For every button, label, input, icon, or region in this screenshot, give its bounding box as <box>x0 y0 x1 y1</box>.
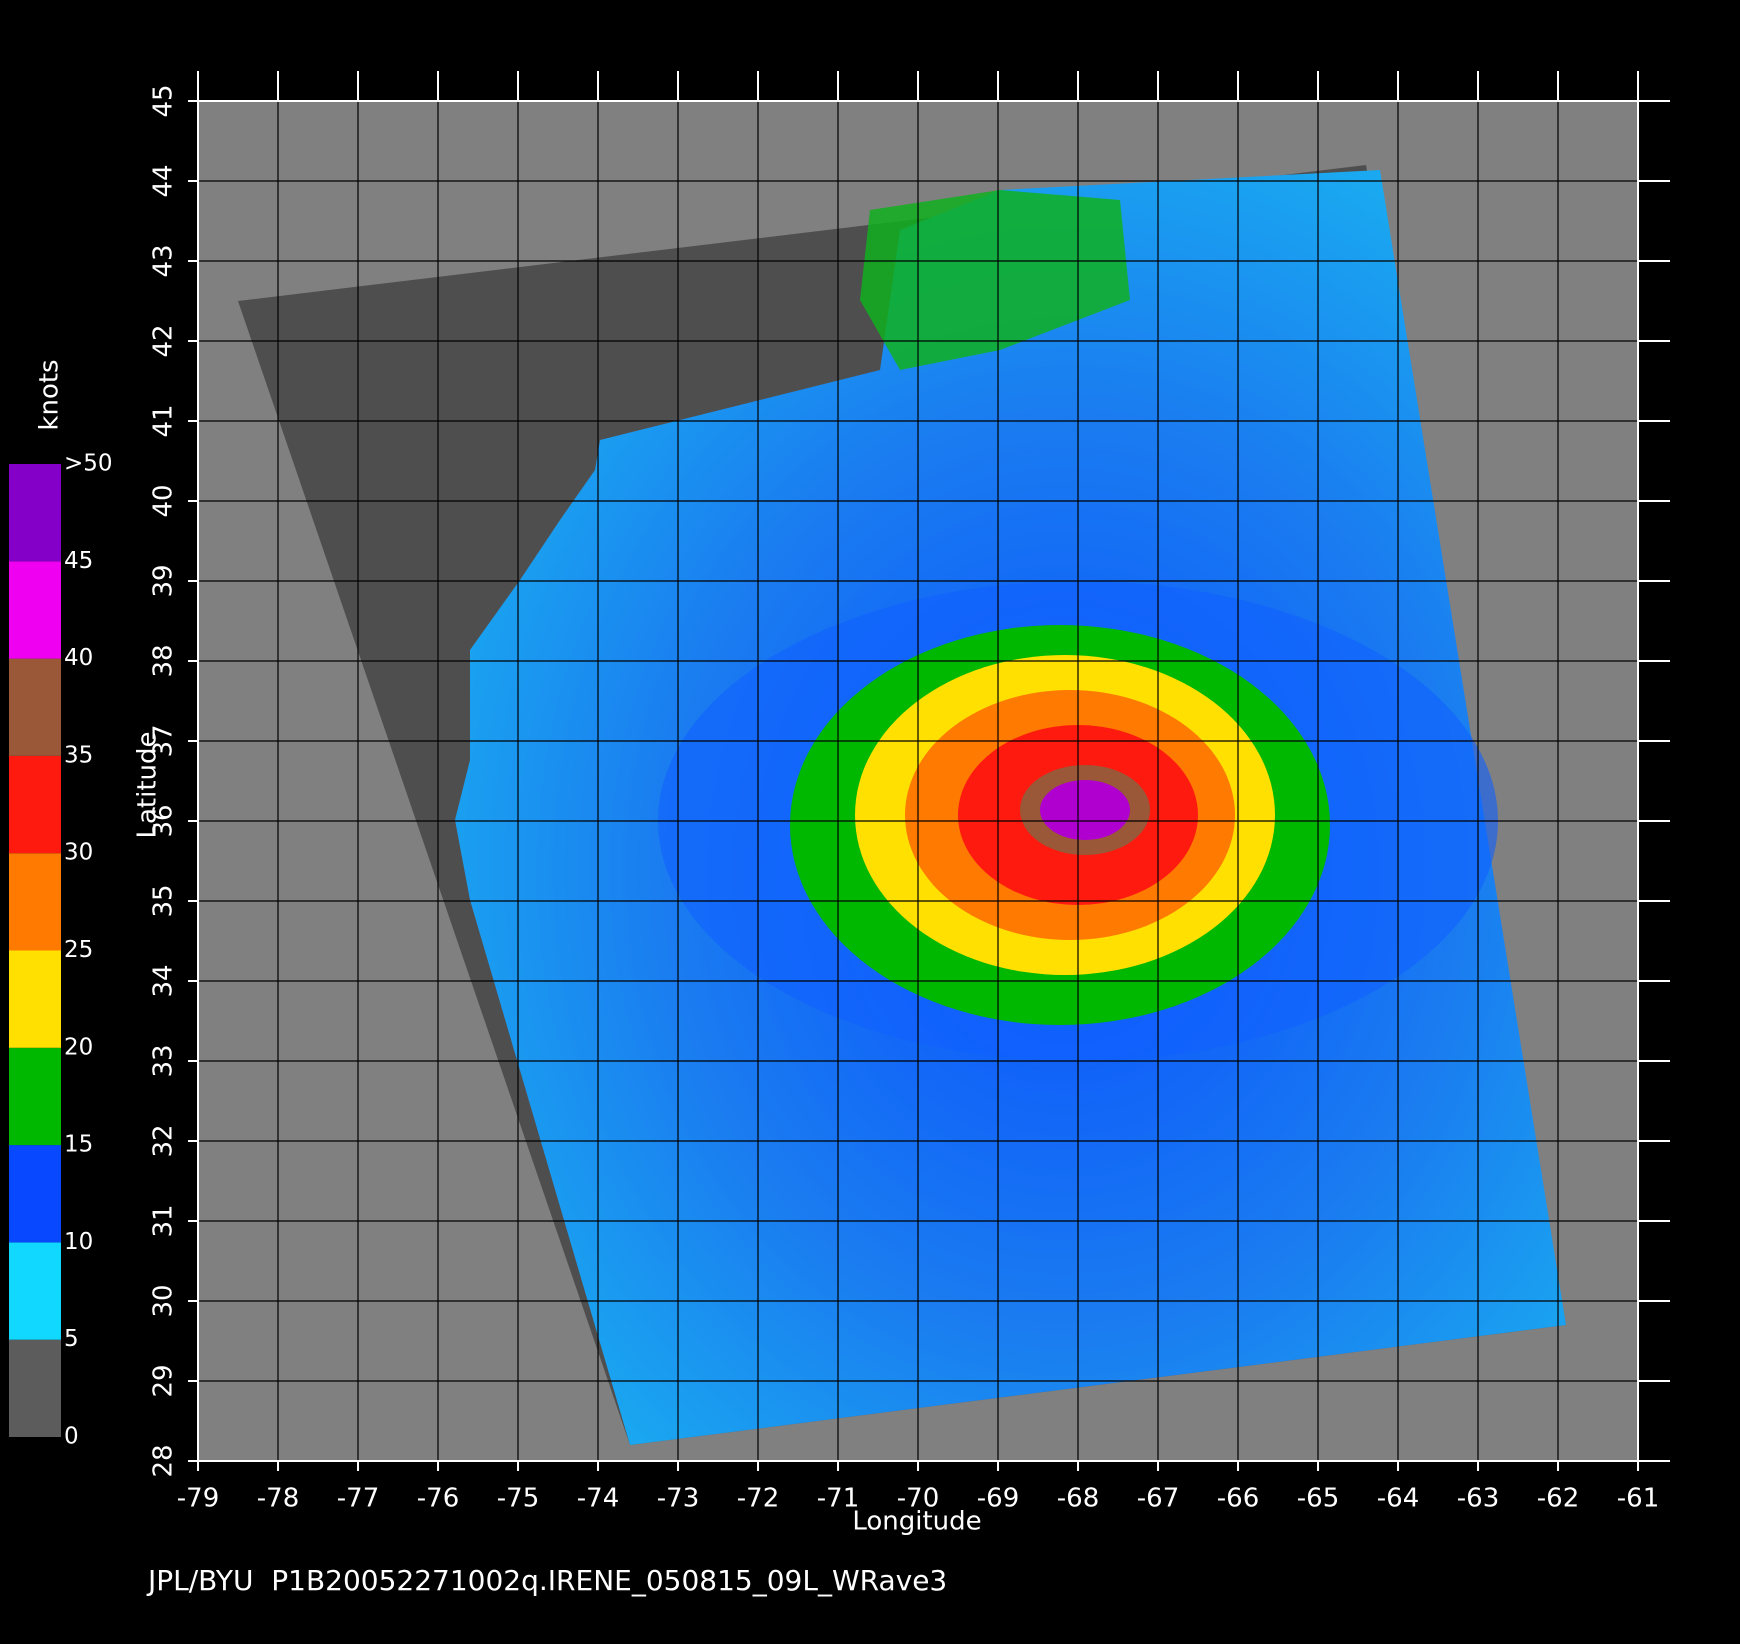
y-tick-label: 45 <box>149 84 179 117</box>
y-tick-label: 42 <box>149 324 179 357</box>
colorbar-band <box>9 561 61 659</box>
x-tick-label: -64 <box>1377 1484 1419 1514</box>
y-tick-label: 38 <box>149 644 179 677</box>
colorbar-band <box>9 658 61 756</box>
y-tick-label: 44 <box>149 164 179 197</box>
colorbar-band <box>9 950 61 1048</box>
x-tick-label: -72 <box>737 1484 779 1514</box>
x-tick-label: -73 <box>657 1484 699 1514</box>
colorbar-band <box>9 1339 61 1437</box>
coastal-winds <box>860 190 1130 370</box>
y-tick-label: 37 <box>149 724 179 757</box>
y-tick-label: 31 <box>149 1204 179 1237</box>
colorbar-tick-label: >50 <box>64 451 113 477</box>
y-tick-label: 29 <box>149 1364 179 1397</box>
x-tick-label: -69 <box>977 1484 1019 1514</box>
colorbar-band <box>9 755 61 854</box>
footer-title: JPL/BYU P1B20052271002q.IRENE_050815_09L… <box>146 1564 947 1597</box>
y-tick-label: 33 <box>149 1044 179 1077</box>
y-tick-label: 28 <box>149 1444 179 1477</box>
colorbar-band <box>9 1047 61 1146</box>
x-tick-label: -62 <box>1537 1484 1579 1514</box>
x-tick-label: -63 <box>1457 1484 1499 1514</box>
x-tick-label: -70 <box>897 1484 939 1514</box>
x-tick-label: -78 <box>257 1484 299 1514</box>
colorbar-tick-label: 45 <box>64 548 93 574</box>
y-tick-label: 32 <box>149 1124 179 1157</box>
x-tick-label: -75 <box>497 1484 539 1514</box>
colorbar-tick-label: 0 <box>64 1424 79 1450</box>
x-tick-label: -74 <box>577 1484 619 1514</box>
colorbar-tick-label: 35 <box>64 742 93 768</box>
x-tick-label: -71 <box>817 1484 859 1514</box>
wind-ring <box>1040 780 1130 840</box>
x-tick-label: -79 <box>177 1484 219 1514</box>
colorbar-tick-label: 30 <box>64 840 93 866</box>
colorbar-label: knots <box>35 359 65 430</box>
y-tick-label: 36 <box>149 804 179 837</box>
colorbar-tick-label: 40 <box>64 645 93 671</box>
x-tick-label: -67 <box>1137 1484 1179 1514</box>
colorbar-band <box>9 1242 61 1340</box>
colorbar-band <box>9 853 61 951</box>
y-tick-label: 41 <box>149 404 179 437</box>
y-tick-label: 39 <box>149 564 179 597</box>
colorbar-band <box>9 464 61 562</box>
colorbar-tick-label: 20 <box>64 1034 93 1060</box>
y-tick-label: 43 <box>149 244 179 277</box>
y-tick-label: 35 <box>149 884 179 917</box>
x-axis-label: Longitude <box>852 1507 981 1537</box>
x-tick-label: -76 <box>417 1484 459 1514</box>
hurricane-irene <box>658 581 1498 1061</box>
y-axis-label: Latitude <box>133 731 163 838</box>
plot-frame <box>197 100 1639 1462</box>
y-tick-label: 30 <box>149 1284 179 1317</box>
x-tick-label: -66 <box>1217 1484 1259 1514</box>
x-tick-label: -61 <box>1617 1484 1659 1514</box>
colorbar-tick-label: 10 <box>64 1229 93 1255</box>
x-tick-label: -68 <box>1057 1484 1099 1514</box>
colorbar-tick-label: 25 <box>64 937 93 963</box>
colorbar-band <box>9 1145 61 1243</box>
x-tick-label: -77 <box>337 1484 379 1514</box>
colorbar-tick-label: 15 <box>64 1132 93 1158</box>
y-tick-label: 34 <box>149 964 179 997</box>
y-tick-label: 40 <box>149 484 179 517</box>
colorbar-tick-label: 5 <box>64 1326 79 1352</box>
x-tick-label: -65 <box>1297 1484 1339 1514</box>
